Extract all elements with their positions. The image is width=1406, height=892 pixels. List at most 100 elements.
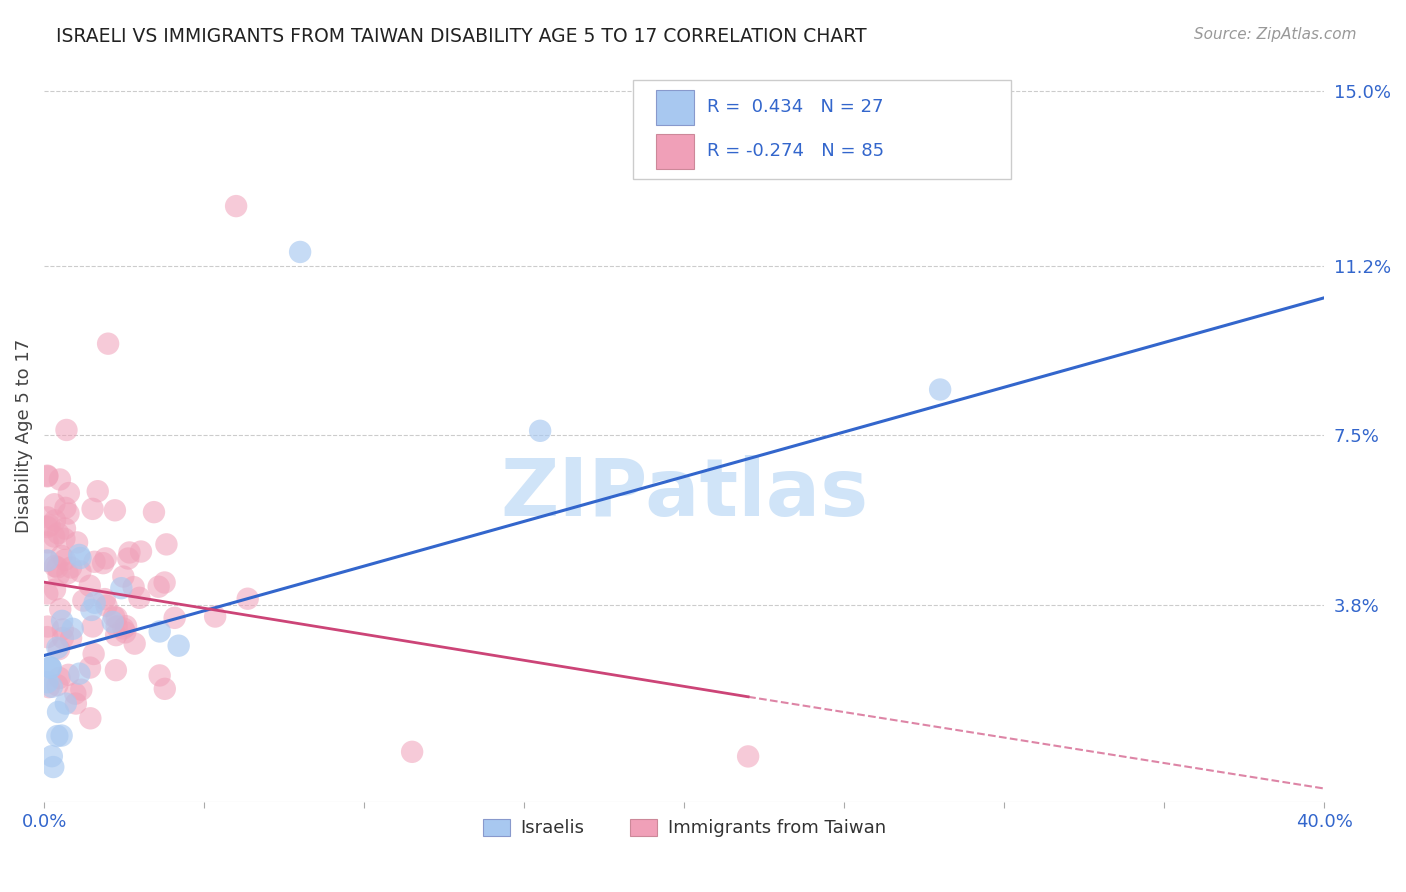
Point <box>58 486 80 500</box>
Point <box>42 529 65 543</box>
Point <box>56 566 79 581</box>
Point <box>44 582 66 597</box>
Point <box>149 668 172 682</box>
Point <box>97 336 120 351</box>
Point <box>39 660 62 674</box>
Point <box>58 668 80 682</box>
Point <box>115 619 138 633</box>
Text: Source: ZipAtlas.com: Source: ZipAtlas.com <box>1194 27 1357 42</box>
Point <box>46 705 69 719</box>
Point <box>49 602 72 616</box>
Point <box>153 575 176 590</box>
Point <box>105 610 128 624</box>
Point <box>53 532 76 546</box>
Point <box>37 630 59 644</box>
Point <box>929 383 952 397</box>
Point <box>105 619 128 633</box>
Point <box>58 507 80 521</box>
Point <box>104 503 127 517</box>
Point <box>114 625 136 640</box>
Point <box>37 468 59 483</box>
Text: ISRAELI VS IMMIGRANTS FROM TAIWAN DISABILITY AGE 5 TO 17 CORRELATION CHART: ISRAELI VS IMMIGRANTS FROM TAIWAN DISABI… <box>56 27 868 45</box>
Text: R = -0.274   N = 85: R = -0.274 N = 85 <box>707 143 884 161</box>
Point <box>104 663 127 677</box>
Point <box>38 660 60 674</box>
Point <box>70 682 93 697</box>
Point <box>37 554 59 568</box>
Point <box>37 586 59 600</box>
Point <box>41 680 63 694</box>
Point <box>80 603 103 617</box>
Point <box>52 631 75 645</box>
Point <box>236 591 259 606</box>
Point <box>79 579 101 593</box>
Point <box>101 615 124 629</box>
Point <box>163 611 186 625</box>
Point <box>155 537 177 551</box>
Point <box>48 671 70 685</box>
Point <box>37 469 59 483</box>
Point <box>105 628 128 642</box>
Point <box>37 535 59 549</box>
Point <box>49 473 72 487</box>
Point <box>122 580 145 594</box>
Point <box>94 551 117 566</box>
Point <box>38 518 60 533</box>
Text: R =  0.434   N = 27: R = 0.434 N = 27 <box>707 98 884 117</box>
Point <box>51 614 73 628</box>
Point <box>143 505 166 519</box>
Point <box>65 687 87 701</box>
Text: ZIPatlas: ZIPatlas <box>501 455 869 533</box>
Point <box>117 551 139 566</box>
Point <box>46 678 69 692</box>
Point <box>128 591 150 605</box>
Point <box>53 553 76 567</box>
Point <box>52 623 75 637</box>
Point <box>124 637 146 651</box>
Point <box>737 749 759 764</box>
Point <box>46 526 69 541</box>
Point <box>67 666 90 681</box>
Point <box>69 565 91 579</box>
Point <box>41 749 63 764</box>
Point <box>55 423 77 437</box>
Point <box>37 553 59 567</box>
Point <box>82 619 104 633</box>
Point <box>66 535 89 549</box>
Point <box>51 729 73 743</box>
Point <box>167 639 190 653</box>
Point <box>37 619 59 633</box>
Point <box>44 559 66 574</box>
Point <box>79 711 101 725</box>
Point <box>118 545 141 559</box>
Point <box>37 520 59 534</box>
Bar <box>657 90 695 125</box>
Point <box>83 555 105 569</box>
Point <box>83 596 105 610</box>
Point <box>96 599 118 613</box>
Point <box>65 697 87 711</box>
Point <box>112 622 135 636</box>
Point <box>60 631 83 645</box>
Y-axis label: Disability Age 5 to 17: Disability Age 5 to 17 <box>15 338 32 533</box>
Point <box>93 592 115 607</box>
Point <box>204 609 226 624</box>
Point <box>44 513 66 527</box>
Point <box>67 548 90 562</box>
Point <box>48 642 70 657</box>
Point <box>69 551 91 566</box>
Point <box>110 581 132 595</box>
Bar <box>657 134 695 169</box>
Point <box>62 622 84 636</box>
Point <box>55 500 77 515</box>
Point <box>46 560 69 574</box>
Point <box>38 680 60 694</box>
Point <box>39 660 62 674</box>
Point <box>72 593 94 607</box>
Point <box>87 484 110 499</box>
Point <box>129 544 152 558</box>
Point <box>149 624 172 639</box>
Point <box>46 729 69 743</box>
Point <box>112 569 135 583</box>
Point <box>288 244 311 259</box>
